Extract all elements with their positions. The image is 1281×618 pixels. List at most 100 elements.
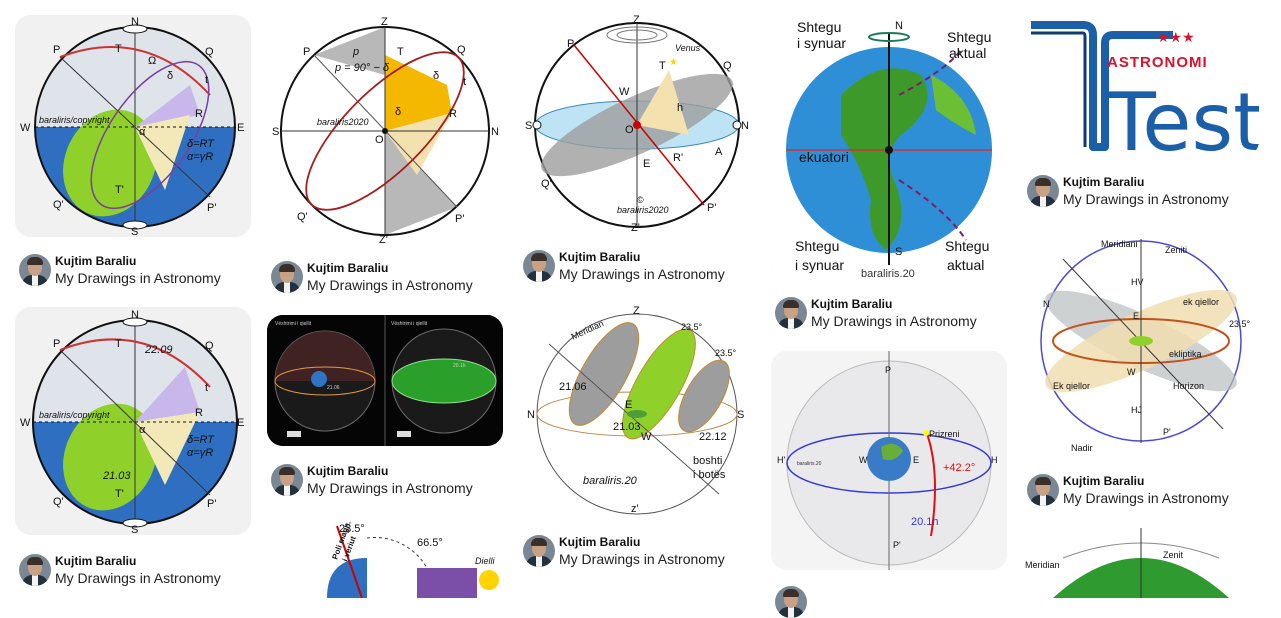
board-name[interactable]: My Drawings in Astronomy — [1063, 490, 1229, 506]
author-name[interactable]: Kujtim Baraliu — [559, 250, 641, 264]
author-name[interactable]: Kujtim Baraliu — [559, 535, 641, 549]
equator-label: ekuatori — [799, 149, 849, 165]
author-name[interactable]: Kujtim Baraliu — [307, 464, 389, 478]
label-w: W — [20, 122, 31, 134]
pin-image-venus-coordinates[interactable]: ★ Z Z' P Q S N O W E T R' A h Q' P' Venu… — [519, 15, 755, 233]
avatar[interactable] — [271, 464, 303, 496]
avatar[interactable] — [271, 261, 303, 293]
avatar[interactable] — [775, 297, 807, 329]
zenith-label: Zeniti — [1165, 245, 1187, 255]
label-r: R — [195, 108, 203, 120]
label-s: S — [895, 246, 902, 258]
board-name[interactable]: My Drawings in Astronomy — [559, 266, 725, 282]
label-w: W — [619, 86, 630, 98]
pin-meta[interactable]: Kujtim Baraliu My Drawings in Astronomy — [523, 534, 725, 568]
formula-1: δ=RT — [187, 434, 215, 446]
pin-image-celestial-sphere-1[interactable]: N S P Q W E Q' P' T T' R Ω δ t α baralir… — [15, 15, 251, 237]
axis-label-2: i botës — [693, 469, 726, 481]
value-1: 21.06 — [327, 385, 340, 391]
avatar[interactable] — [523, 250, 555, 282]
board-name[interactable]: My Drawings in Astronomy — [307, 277, 473, 293]
label-q-prime: Q' — [53, 199, 64, 211]
avatar[interactable] — [1027, 474, 1059, 506]
pin-image-sun-paths[interactable]: Z z' N S E W Meridian 23.5° 23.5° 21.06 … — [519, 304, 755, 518]
label-p-prime: P' — [1163, 427, 1171, 437]
angle-label: 23.5° — [1229, 319, 1251, 329]
label-o: O — [375, 134, 384, 146]
pin-image-stellarium-views[interactable]: Vështrimi i qiellit Vështrimi i qiellit … — [267, 315, 503, 446]
pin-image-test-astronomi[interactable]: ★★★ ASTRONOMI Test — [1023, 15, 1259, 157]
author-name[interactable]: Kujtim Baraliu — [811, 297, 893, 311]
label-hv: HV — [1131, 277, 1144, 287]
pin-meta[interactable]: Kujtim Baraliu My Drawings in Astronomy — [775, 296, 977, 330]
board-name[interactable]: My Drawings in Astronomy — [559, 551, 725, 567]
label-z: Z — [633, 15, 640, 26]
pin-meta[interactable]: Kujtim Baraliu My Drawings in Astronomy — [19, 253, 221, 287]
date-1: 21.06 — [559, 381, 587, 393]
label-e: E — [237, 417, 244, 429]
angle-1: 23.5° — [681, 322, 703, 332]
pin-image-polar-distance[interactable]: Z Z' P Q S N O T R Q' P' p δ δ p = 90° −… — [267, 15, 503, 244]
author-name[interactable]: Kujtim Baraliu — [55, 554, 137, 568]
label-t: T — [397, 46, 404, 58]
pin-image-earth-axis-tilt[interactable]: 23.5° 66.5° Poli magn. i veriut Dielli — [267, 518, 503, 598]
author-name[interactable]: Kujtim Baraliu — [1063, 175, 1145, 189]
label-p: P — [53, 44, 60, 56]
avatar[interactable] — [19, 254, 51, 286]
formula: p = 90° − δ — [334, 62, 390, 74]
label-q: Q — [205, 340, 214, 352]
pin-image-zenith-dome[interactable]: Meridian Zenit — [1023, 528, 1259, 598]
board-name[interactable]: My Drawings in Astronomy — [307, 480, 473, 496]
label-n: N — [131, 309, 139, 321]
label-delta: δ — [167, 70, 173, 82]
city-label: Prizreni — [929, 429, 960, 439]
avatar[interactable] — [523, 535, 555, 567]
author-name[interactable]: Kujtim Baraliu — [307, 261, 389, 275]
credit: baraliris/copyright — [39, 115, 110, 125]
latitude-label: +42.2° — [943, 462, 975, 474]
label-q: Q — [205, 46, 214, 58]
avatar[interactable] — [1027, 175, 1059, 207]
meridian-label: Meridian — [1025, 560, 1060, 570]
label-p-prime: P' — [207, 498, 216, 510]
author-name[interactable]: Kujtim Baraliu — [55, 254, 137, 268]
label-p-small: p — [352, 46, 359, 58]
pin-meta[interactable]: Kujtim Baraliu My Drawings in Astronomy — [523, 249, 725, 283]
label-hj: HJ — [1131, 405, 1142, 415]
label-z: Z — [633, 305, 640, 317]
credit: baraliris/copyright — [39, 410, 110, 420]
pin-image-ecliptic-horizon[interactable]: Meridiani Zeniti HV HJ N P' Nadir ek qie… — [1023, 229, 1259, 456]
label-p: P — [885, 365, 891, 375]
label-p-prime: P' — [207, 202, 216, 214]
label-p: P — [303, 46, 310, 58]
pin-image-prizren-sphere[interactable]: P P' H H' W E Prizreni +42.2° 20.1h bara… — [771, 351, 1007, 570]
avatar[interactable] — [19, 554, 51, 586]
pin-meta[interactable]: Kujtim Baraliu My Drawings in Astronomy — [1027, 174, 1229, 208]
credit: baraliris2020 — [317, 117, 369, 127]
caption-right: Vështrimi i qiellit — [391, 321, 428, 327]
pin-meta[interactable]: Kujtim Baraliu My Drawings in Astronomy — [271, 463, 473, 497]
board-name[interactable]: My Drawings in Astronomy — [811, 313, 977, 329]
label-alpha: α — [139, 126, 146, 138]
pin-meta[interactable]: Kujtim Baraliu My Drawings in Astronomy — [271, 260, 473, 294]
horizon-label: Horizon — [1173, 381, 1204, 391]
pin-image-celestial-sphere-2[interactable]: N S P Q W E Q' P' T T' R t α baraliris/c… — [15, 307, 251, 535]
date-1: 22.09 — [144, 344, 173, 356]
author-name[interactable]: Kujtim Baraliu — [1063, 474, 1145, 488]
label-alpha: α — [139, 424, 146, 436]
label-n: N — [1043, 299, 1050, 309]
label-z-prime: Z' — [379, 234, 388, 244]
label-p-prime: P' — [893, 540, 901, 550]
board-name[interactable]: My Drawings in Astronomy — [55, 270, 221, 286]
label-t-small: t — [463, 76, 466, 88]
board-name[interactable]: My Drawings in Astronomy — [1063, 191, 1229, 207]
path-label-4b: aktual — [947, 257, 984, 273]
pin-meta[interactable]: Kujtim Baraliu My Drawings in Astronomy — [1027, 473, 1229, 507]
logo-subtitle: ASTRONOMI — [1107, 54, 1208, 71]
pin-meta[interactable]: Kujtim Baraliu My Drawings in Astronomy — [19, 553, 221, 587]
label-p-prime: P' — [455, 213, 464, 225]
label-e: E — [1133, 311, 1139, 321]
label-r: R — [195, 407, 203, 419]
pin-image-earth-rotation[interactable]: N S Shtegu i synuar Shtegu aktual ekuato… — [771, 15, 1007, 280]
board-name[interactable]: My Drawings in Astronomy — [55, 570, 221, 586]
